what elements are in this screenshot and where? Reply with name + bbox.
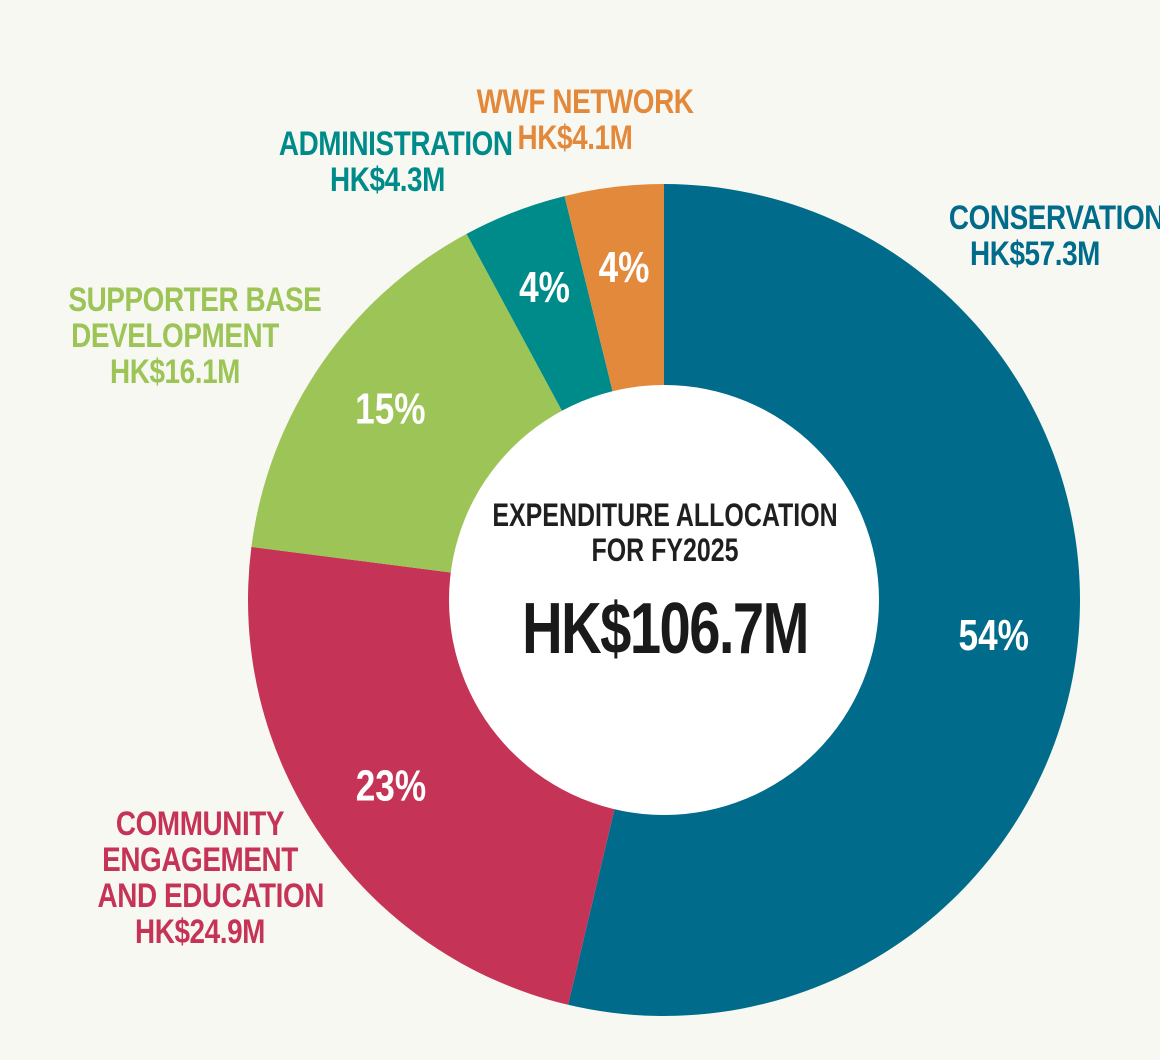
label-conservation-name: CONSERVATION xyxy=(948,199,1160,237)
label-wwf-network: WWF NETWORK HK$4.1M xyxy=(476,83,694,158)
label-supporter-base-name-2: DEVELOPMENT xyxy=(71,317,279,356)
label-conservation-value: HK$57.3M xyxy=(970,235,1100,274)
label-supporter-base-value: HK$16.1M xyxy=(110,353,240,392)
donut-center-hole xyxy=(449,385,879,815)
label-community-name-1: COMMUNITY xyxy=(115,805,285,843)
pct-label-administration: 4% xyxy=(519,263,570,312)
pct-label-supporter-base-development: 15% xyxy=(355,385,425,434)
label-administration-name: ADMINISTRATION xyxy=(278,125,513,163)
pct-label-conservation: 54% xyxy=(959,612,1029,661)
label-community-name-2: ENGAGEMENT xyxy=(102,841,298,880)
pct-label-community-engagement-and-education: 23% xyxy=(356,762,426,811)
label-supporter-base: SUPPORTER BASE DEVELOPMENT HK$16.1M xyxy=(68,281,322,392)
label-conservation: CONSERVATION HK$57.3M xyxy=(948,199,1160,274)
label-wwf-network-value: HK$4.1M xyxy=(517,119,633,158)
center-total: HK$106.7M xyxy=(522,589,809,669)
label-wwf-network-name: WWF NETWORK xyxy=(476,83,694,121)
label-community-name-3: AND EDUCATION xyxy=(97,877,325,916)
label-administration: ADMINISTRATION HK$4.3M xyxy=(278,125,513,200)
label-community-engagement: COMMUNITY ENGAGEMENT AND EDUCATION HK$24… xyxy=(97,805,325,952)
label-community-value: HK$24.9M xyxy=(135,913,265,952)
label-administration-value: HK$4.3M xyxy=(330,161,445,200)
label-supporter-base-name-1: SUPPORTER BASE xyxy=(68,281,322,319)
center-title: EXPENDITURE ALLOCATION FOR FY2025 xyxy=(492,497,838,568)
pct-label-wwf-network: 4% xyxy=(599,243,650,292)
